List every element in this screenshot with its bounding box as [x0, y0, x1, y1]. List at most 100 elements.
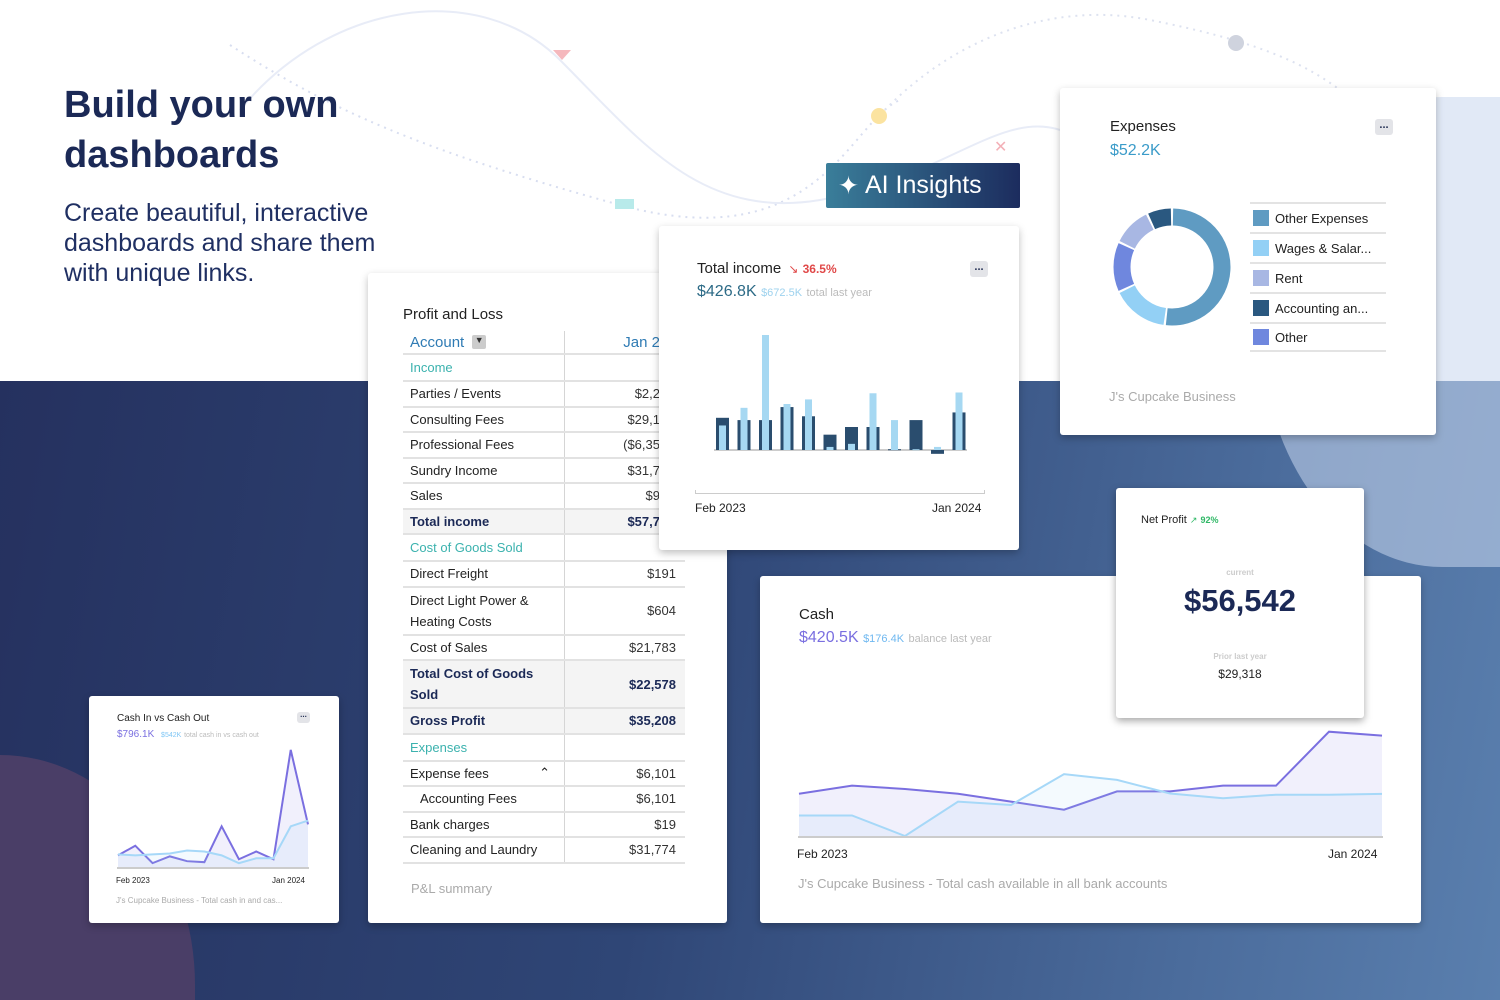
compare-label: balance last year [908, 633, 992, 645]
table-row[interactable]: Cleaning and Laundry $31,774 [403, 838, 685, 864]
cash-chart [798, 730, 1383, 838]
table-row[interactable]: Professional Fees ($6,35 [403, 433, 685, 459]
table-row[interactable]: Gross Profit $35,208 [403, 709, 685, 735]
row-label: Income [410, 360, 453, 375]
row-label: Total Cost of Goods Sold [410, 666, 534, 702]
profit-loss-card: Profit and Loss Account ▼ Jan 2 Income Par… [368, 273, 727, 923]
row-label: Cost of Goods Sold [410, 540, 523, 555]
row-value: $21,783 [629, 639, 676, 655]
legend-item[interactable]: Rent [1250, 262, 1386, 292]
card-footer: P&L summary [411, 881, 493, 896]
donut-slice [1113, 243, 1135, 291]
card-title: Net Profit [1141, 514, 1187, 526]
row-value: $6,101 [636, 765, 676, 781]
row-value: $2,2 [634, 386, 660, 402]
table-row[interactable]: Sundry Income $31,7 [403, 458, 685, 484]
card-footer: J's Cupcake Business - Total cash availa… [798, 876, 1168, 891]
x-end-label: Jan 2024 [272, 876, 305, 885]
legend-swatch [1253, 300, 1269, 316]
more-options-icon[interactable]: ... [970, 261, 988, 277]
row-label: Sundry Income [410, 462, 498, 478]
more-options-icon[interactable]: ... [297, 711, 310, 723]
row-label: Expense fees [410, 765, 489, 781]
x-start-label: Feb 2023 [116, 876, 150, 885]
legend-item[interactable]: Accounting an... [1250, 292, 1386, 322]
row-label: Professional Fees [410, 437, 515, 453]
compare-label: total cash in vs cash out [184, 732, 259, 739]
series-line-last-year [117, 819, 309, 865]
bar-last-year [805, 399, 812, 450]
legend-label: Rent [1275, 270, 1303, 286]
row-value: $19 [654, 816, 676, 832]
filter-icon[interactable]: ▼ [472, 335, 487, 349]
table-row[interactable]: Total Cost of Goods Sold $22,578 [403, 661, 685, 709]
legend-item[interactable]: Wages & Salar... [1250, 232, 1386, 262]
row-label: Expenses [410, 739, 468, 755]
prior-value: $29,318 [1218, 667, 1262, 681]
bar-last-year [783, 404, 791, 450]
row-label: Cost of Sales [410, 639, 488, 655]
cash-in-out-chart [117, 749, 309, 869]
current-value: $56,542 [1183, 583, 1297, 618]
current-label: current [1226, 568, 1254, 577]
table-row[interactable]: Consulting Fees $29,1 [403, 407, 685, 433]
card-value: $52.2K [1110, 142, 1161, 159]
card-title: Total income [697, 260, 782, 277]
row-label: Accounting Fees [420, 791, 517, 807]
collapse-chevron-icon[interactable]: ⌃ [539, 765, 550, 781]
bar-last-year [955, 392, 963, 450]
trend-up-icon: ↗ [1189, 515, 1198, 525]
bar-last-year [891, 420, 898, 450]
card-title: Profit and Loss [403, 306, 504, 323]
row-label: Parties / Events [410, 386, 502, 402]
legend-label: Other [1275, 329, 1308, 345]
row-value: $57,7 [627, 513, 660, 529]
table-row[interactable]: Expenses [403, 734, 685, 762]
expenses-donut-chart [1113, 208, 1231, 326]
prior-label: Prior last year [1213, 652, 1267, 661]
legend-item[interactable]: Other Expenses [1250, 202, 1386, 232]
bar-last-year [740, 407, 748, 450]
cash-in-out-card: Cash In vs Cash Out ... $796.1K $542K to… [89, 696, 339, 923]
compare-value: $542K [161, 732, 182, 739]
sparkle-icon: ✦ [838, 171, 859, 200]
card-footer: J's Cupcake Business [1109, 389, 1236, 404]
table-row[interactable]: Total income $57,7 [403, 509, 685, 535]
ai-insights-button[interactable]: ✦ AI Insights [826, 163, 1020, 208]
row-label: Gross Profit [410, 713, 486, 729]
range-slider[interactable] [695, 490, 985, 494]
donut-slice [1148, 208, 1172, 230]
row-value: ($6,35 [623, 437, 660, 453]
legend-label: Other Expenses [1275, 210, 1369, 226]
row-value: $31,7 [627, 462, 660, 478]
column-header-month[interactable]: Jan 2 [623, 333, 660, 351]
more-options-icon[interactable]: ... [1375, 119, 1393, 135]
row-value: $29,1 [627, 411, 660, 427]
hero-subtitle: Create beautiful, interactive dashboards… [64, 199, 376, 287]
table-row[interactable]: Direct Light Power & Heating Costs $604 [403, 587, 685, 636]
legend-label: Accounting an... [1275, 300, 1369, 316]
row-label: Total income [410, 513, 490, 529]
table-row[interactable]: Accounting Fees $6,101 [403, 787, 685, 813]
pnl-table: Account ▼ Jan 2 Income Parties / Events $2,… [403, 331, 685, 864]
table-row[interactable]: Parties / Events $2,2 [403, 382, 685, 408]
x-end-label: Jan 2024 [1328, 847, 1378, 861]
table-row[interactable]: Income [403, 355, 685, 382]
table-row[interactable]: Expense fees ⌃ $6,101 [403, 761, 685, 787]
table-row[interactable]: Sales $9 [403, 484, 685, 510]
legend-item[interactable]: Other [1250, 322, 1386, 352]
table-row[interactable]: Cost of Sales $21,783 [403, 635, 685, 661]
bar-last-year [762, 335, 769, 450]
column-header-account[interactable]: Account [410, 333, 465, 351]
legend-swatch [1253, 210, 1269, 226]
table-row[interactable]: Direct Freight $191 [403, 562, 685, 588]
table-row[interactable]: Bank charges $19 [403, 812, 685, 838]
table-row[interactable]: Cost of Goods Sold [403, 535, 685, 562]
row-value: $31,774 [629, 842, 676, 858]
donut-slice [1165, 208, 1231, 326]
x-start-label: Feb 2023 [695, 501, 746, 515]
card-title: Expenses [1110, 118, 1176, 135]
legend-swatch [1253, 240, 1269, 256]
card-title: Cash In vs Cash Out [117, 713, 210, 724]
series-line-current [117, 749, 309, 865]
